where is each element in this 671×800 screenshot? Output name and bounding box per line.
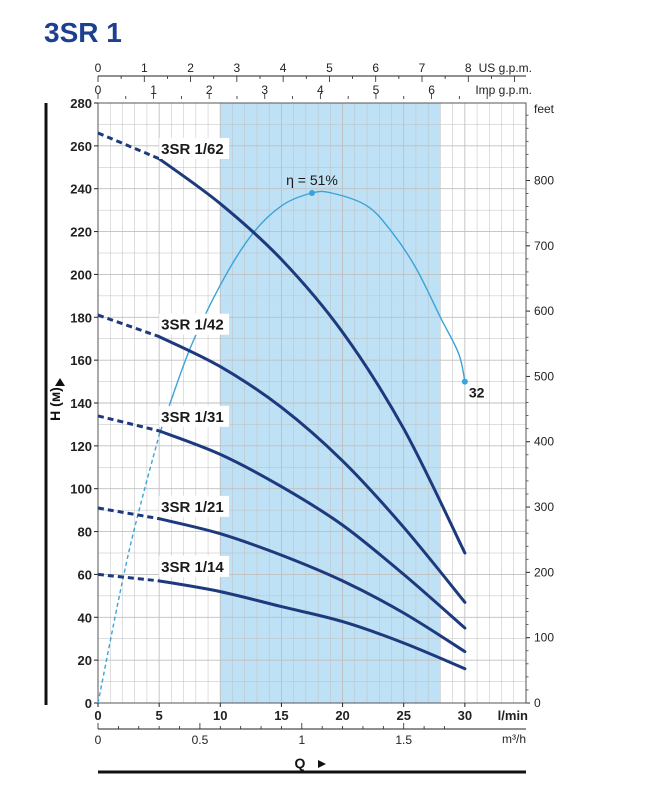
us-tick-label: 6 <box>372 61 379 75</box>
feet-tick-label: 400 <box>534 435 554 449</box>
m3h-tick-label: 1.5 <box>395 733 412 747</box>
series-dashed <box>97 572 160 583</box>
y-tick-label: 240 <box>70 182 92 197</box>
series-label-bg <box>159 138 230 159</box>
x-tick-label: 15 <box>274 708 288 723</box>
x-axis-title: Q <box>295 755 306 771</box>
efficiency-solid <box>158 190 466 436</box>
y-axis-title: H (м) <box>47 387 63 421</box>
x-tick-label: 5 <box>156 708 163 723</box>
us-unit: US g.p.m. <box>479 61 532 75</box>
y-tick-label: 40 <box>78 610 92 625</box>
imp-tick-label: 0 <box>95 83 102 97</box>
m3h-unit: m³/h <box>502 732 526 746</box>
efficiency-peak-label: η = 51% <box>286 172 338 188</box>
series-label: 3SR 1/62 <box>161 141 224 158</box>
y-axis-arrow <box>55 378 65 386</box>
imp-unit: Imp g.p.m. <box>475 83 532 97</box>
us-tick-label: 5 <box>326 61 333 75</box>
y-tick-label: 120 <box>70 439 92 454</box>
series-labels: 3SR 1/62 3SR 1/42 3SR 1/31 3SR 1/21 3SR 1/14 <box>159 138 230 577</box>
efficiency-end-label: 32 <box>469 385 485 401</box>
y-tick-label: 140 <box>70 396 92 411</box>
efficiency-dashed <box>97 434 160 704</box>
imp-tick-label: 4 <box>317 83 324 97</box>
feet-tick-label: 500 <box>534 369 554 383</box>
x-tick-label: 25 <box>396 708 410 723</box>
series-solid <box>157 579 467 671</box>
us-tick-label: 2 <box>187 61 194 75</box>
series-label-bg <box>159 405 230 427</box>
series-label-bg <box>159 313 230 335</box>
series-curves <box>97 131 467 671</box>
x-tick-label: 10 <box>213 708 227 723</box>
us-tick-label: 0 <box>95 61 102 75</box>
series-dashed <box>97 131 160 161</box>
m3h-tick-label: 1 <box>298 733 305 747</box>
imp-tick-label: 2 <box>206 83 213 97</box>
m3h-tick-label: 0 <box>95 733 102 747</box>
y-tick-label: 60 <box>78 567 92 582</box>
feet-tick-label: 100 <box>534 631 554 645</box>
series-label-bg <box>159 495 230 517</box>
series-solid <box>157 517 467 654</box>
x-tick-label: 0 <box>94 708 101 723</box>
series-solid <box>157 157 467 555</box>
y-tick-label: 80 <box>78 525 92 540</box>
y-tick-label: 160 <box>70 353 92 368</box>
us-tick-label: 4 <box>280 61 287 75</box>
y-tick-label: 200 <box>70 267 92 282</box>
series-solid <box>157 335 467 604</box>
y-tick-label: 260 <box>70 139 92 154</box>
series-dashed <box>97 414 160 433</box>
feet-tick-label: 800 <box>534 173 554 187</box>
us-tick-label: 3 <box>234 61 241 75</box>
efficiency-curve: η = 51% 32 <box>97 172 485 704</box>
feet-unit: feet <box>534 102 555 116</box>
feet-tick-label: 300 <box>534 500 554 514</box>
imp-tick-label: 1 <box>150 83 157 97</box>
x-axis-arrow <box>318 760 326 768</box>
series-dashed <box>97 313 160 339</box>
feet-tick-label: 200 <box>534 565 554 579</box>
y-tick-label: 280 <box>70 96 92 111</box>
y-tick-label: 20 <box>78 653 92 668</box>
imp-tick-label: 5 <box>373 83 380 97</box>
series-label-bg <box>159 555 230 577</box>
series-dashed <box>97 506 160 521</box>
efficiency-peak-dot <box>309 190 315 196</box>
x-tick-label: 30 <box>458 708 472 723</box>
imp-tick-label: 3 <box>261 83 268 97</box>
feet-tick-label: 700 <box>534 239 554 253</box>
us-tick-label: 7 <box>419 61 426 75</box>
y-tick-label: 100 <box>70 482 92 497</box>
efficiency-end-dot <box>461 378 468 385</box>
us-tick-label: 8 <box>465 61 472 75</box>
axes: 020406080100120140160180200220240260280H… <box>44 61 555 774</box>
series-label: 3SR 1/31 <box>161 409 224 426</box>
y-tick-label: 220 <box>70 225 92 240</box>
y-tick-label: 0 <box>85 696 92 711</box>
x-unit: l/min <box>498 708 528 723</box>
series-label: 3SR 1/21 <box>161 499 224 516</box>
feet-tick-label: 600 <box>534 304 554 318</box>
series-label: 3SR 1/14 <box>161 559 224 576</box>
x-tick-label: 20 <box>335 708 349 723</box>
imp-tick-label: 6 <box>428 83 435 97</box>
feet-tick-label: 0 <box>534 696 541 710</box>
series-solid <box>157 429 467 630</box>
m3h-tick-label: 0.5 <box>192 733 209 747</box>
chart-title: 3SR 1 <box>44 17 122 48</box>
y-tick-label: 180 <box>70 310 92 325</box>
series-label: 3SR 1/42 <box>161 317 224 334</box>
us-tick-label: 1 <box>141 61 148 75</box>
